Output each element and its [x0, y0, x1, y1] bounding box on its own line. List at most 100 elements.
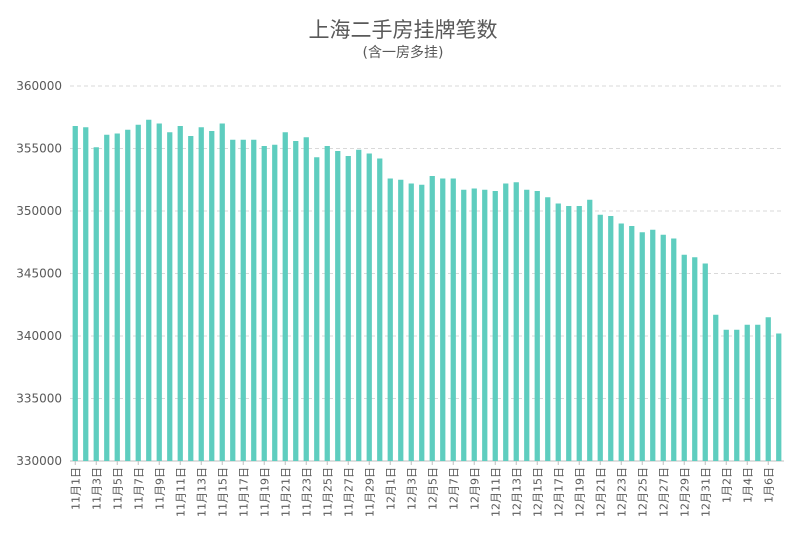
x-tick-label: 12月5日 — [426, 467, 439, 510]
bar — [492, 191, 498, 461]
bar — [188, 136, 194, 461]
x-tick-label: 12月3日 — [405, 467, 418, 510]
bar — [755, 324, 761, 461]
bar — [230, 139, 236, 461]
x-tick-label: 11月3日 — [90, 467, 103, 510]
x-tick-label: 12月19日 — [573, 467, 586, 517]
x-tick-label: 12月9日 — [468, 467, 481, 510]
bar — [167, 132, 173, 461]
bar — [282, 132, 288, 461]
bar — [597, 214, 603, 461]
bar — [692, 257, 698, 461]
x-tick-label: 11月23日 — [300, 467, 313, 517]
bar — [261, 146, 267, 461]
bar — [335, 151, 341, 461]
x-tick-label: 12月31日 — [699, 467, 712, 517]
bar — [177, 126, 183, 461]
gridlines — [70, 85, 784, 462]
x-tick-label: 11月17日 — [237, 467, 250, 517]
bar — [419, 184, 425, 461]
x-tick-label: 11月19日 — [258, 467, 271, 517]
bar — [587, 199, 593, 461]
bar — [93, 147, 99, 461]
bar — [765, 317, 771, 461]
y-axis: 330000 335000 340000 345000 350000 355000 3600… — [16, 79, 62, 468]
bar — [576, 206, 582, 461]
x-tick-label: 12月25日 — [636, 467, 649, 517]
bar — [639, 232, 645, 461]
y-tick-label: 330000 — [16, 454, 62, 468]
bar — [125, 129, 131, 461]
x-tick-label: 1月6日 — [762, 467, 775, 503]
bar — [198, 127, 204, 461]
x-tick-label: 11月29日 — [363, 467, 376, 517]
bar — [776, 333, 782, 461]
bar — [555, 203, 561, 461]
y-tick-label: 345000 — [16, 267, 62, 281]
bar — [503, 183, 509, 461]
bar — [146, 119, 152, 461]
bar — [566, 206, 572, 461]
x-tick-label: 11月21日 — [279, 467, 292, 517]
x-tick-label: 12月17日 — [552, 467, 565, 517]
x-tick-label: 11月7日 — [132, 467, 145, 510]
bar — [314, 157, 320, 461]
bar — [713, 314, 719, 461]
y-tick-label: 340000 — [16, 329, 62, 343]
bar — [723, 329, 729, 461]
bar — [72, 126, 78, 461]
x-tick-label: 11月15日 — [216, 467, 229, 517]
bar — [608, 216, 614, 461]
y-tick-label: 360000 — [16, 79, 62, 93]
bar — [83, 127, 89, 461]
x-tick-label: 11月5日 — [111, 467, 124, 510]
bar — [272, 144, 278, 461]
bar — [293, 141, 299, 461]
bar — [681, 254, 687, 461]
bar — [398, 179, 404, 461]
x-tick-label: 1月2日 — [720, 467, 733, 503]
bar — [482, 189, 488, 461]
bar — [324, 146, 330, 461]
bar — [545, 197, 551, 461]
y-tick-label: 335000 — [16, 392, 62, 406]
bar — [744, 324, 750, 461]
x-tick-label: 12月1日 — [384, 467, 397, 510]
x-tick-label: 12月7日 — [447, 467, 460, 510]
bar — [513, 182, 519, 461]
chart-title: 上海二手房挂牌笔数 — [308, 18, 498, 42]
bar — [671, 238, 677, 461]
bar — [387, 178, 393, 461]
x-tick-label: 12月13日 — [510, 467, 523, 517]
x-tick-label: 11月27日 — [342, 467, 355, 517]
bar — [450, 178, 456, 461]
x-tick-label: 11月1日 — [69, 467, 82, 510]
y-tick-label: 355000 — [16, 142, 62, 156]
bar — [471, 188, 477, 461]
bar — [440, 178, 446, 461]
bar — [618, 223, 624, 461]
x-tick-label: 12月23日 — [615, 467, 628, 517]
x-tick-label: 12月27日 — [657, 467, 670, 517]
bar — [629, 226, 635, 461]
x-tick-label: 11月25日 — [321, 467, 334, 517]
bar — [461, 189, 467, 461]
bar — [135, 124, 141, 461]
x-tick-label: 12月11日 — [489, 467, 502, 517]
x-tick-label: 12月15日 — [531, 467, 544, 517]
bar — [114, 133, 120, 461]
bar — [356, 149, 362, 461]
bar — [534, 191, 540, 461]
bar — [209, 131, 215, 461]
bar — [303, 137, 309, 461]
bar — [734, 329, 740, 461]
bar — [702, 263, 708, 461]
bar — [429, 176, 435, 461]
bar — [345, 156, 351, 461]
bar — [660, 234, 666, 461]
bar — [219, 123, 225, 461]
bar — [156, 123, 162, 461]
bar — [524, 189, 530, 461]
x-axis: 11月1日 11月3日 11月5日 11月7日 11月9日 11月11日 11月13日 11月… — [69, 461, 775, 517]
